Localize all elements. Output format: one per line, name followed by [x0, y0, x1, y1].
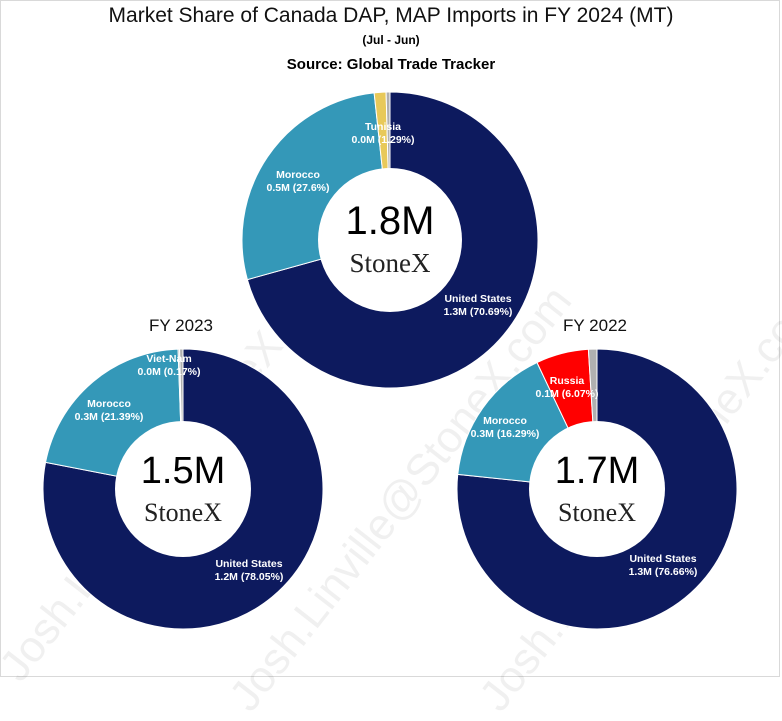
- slice-label-viet-nam: Viet-Nam 0.0M (0.17%): [137, 353, 200, 378]
- slice-label-morocco: Morocco 0.3M (21.39%): [75, 398, 144, 423]
- fy-2022-title: FY 2022: [563, 316, 627, 335]
- stonex-logo-text: StoneX: [144, 498, 222, 527]
- stonex-logo-text: StoneX: [558, 498, 636, 527]
- center-total-value: 1.7M: [555, 450, 639, 492]
- donut-chart-fy2023: 1.5M StoneX United States 1.2M (78.05%) Moro…: [42, 348, 324, 630]
- slice-united-states: [42, 348, 324, 630]
- donut-hole: [318, 168, 462, 312]
- slice-label-united-states: United States 1.3M (70.69%): [444, 293, 513, 318]
- donut-chart-fy2024: 1.8M StoneX United States 1.3M (70.69%) Moro…: [241, 91, 539, 389]
- center-total-value: 1.5M: [141, 450, 225, 492]
- slice-label-tunisia: Tunisia 0.0M (1.29%): [351, 121, 414, 146]
- stonex-logo-text: StoneX: [350, 248, 432, 278]
- center-total-value: 1.8M: [346, 199, 435, 243]
- chart-frame: [0, 0, 780, 677]
- donut-hole: [529, 421, 665, 557]
- slice-label-morocco: Morocco 0.3M (16.29%): [471, 415, 540, 440]
- slice-label-russia: Russia 0.1M (6.07%): [535, 375, 598, 400]
- slice-label-united-states: United States 1.2M (78.05%): [215, 558, 284, 583]
- donut-hole: [115, 421, 251, 557]
- chart-source: Source: Global Trade Tracker: [286, 56, 496, 73]
- fy-2023-title: FY 2023: [149, 316, 213, 335]
- slice-label-united-states: United States 1.3M (76.66%): [629, 553, 698, 578]
- chart-subtitle: (Jul - Jun): [362, 33, 420, 47]
- chart-title: Market Share of Canada DAP, MAP Imports …: [108, 4, 674, 27]
- donut-chart-fy2022: 1.7M StoneX United States 1.3M (76.66%) Moro…: [456, 348, 738, 630]
- slice-label-morocco: Morocco 0.5M (27.6%): [266, 169, 329, 194]
